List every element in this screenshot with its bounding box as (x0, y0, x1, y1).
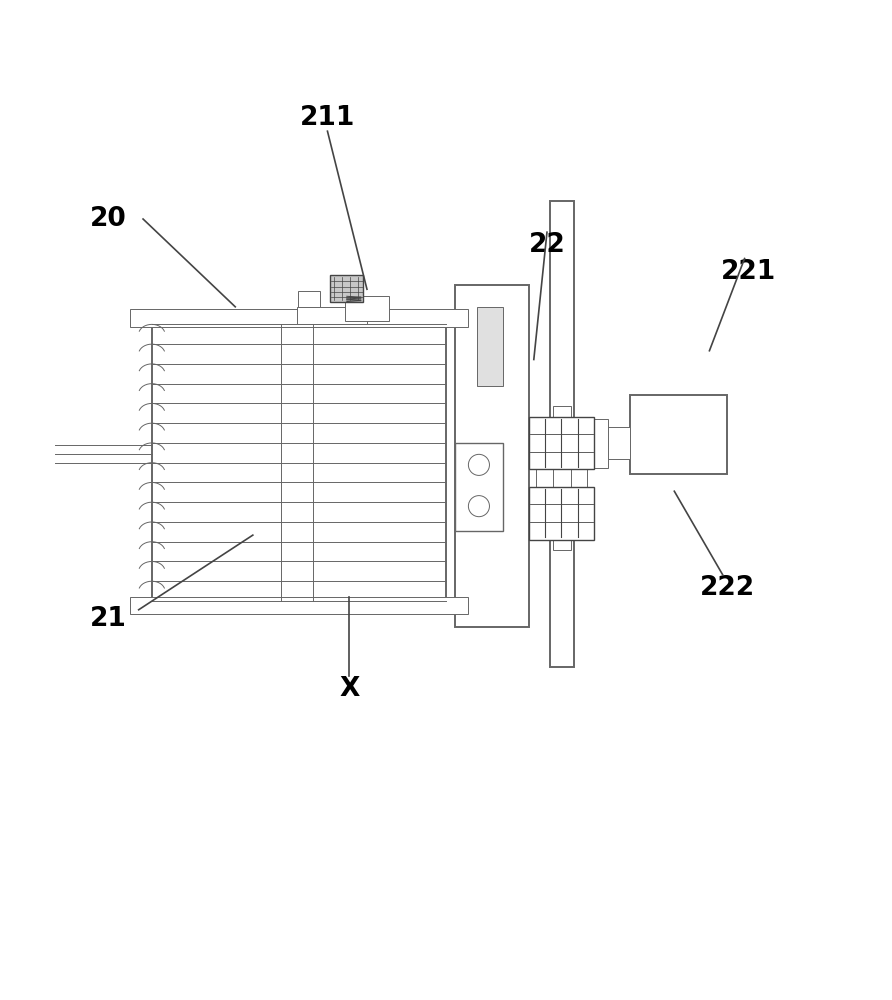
Bar (130, 309, 468, 327)
Bar (330, 275, 363, 302)
Text: X: X (339, 676, 359, 702)
Bar (455, 443, 503, 531)
Bar (529, 487, 594, 540)
Bar (130, 597, 468, 614)
Bar (476, 307, 503, 386)
Text: 221: 221 (722, 259, 777, 285)
Bar (529, 417, 594, 469)
Bar (553, 406, 571, 550)
Bar (297, 307, 367, 324)
Bar (631, 395, 727, 474)
Bar (549, 201, 574, 667)
Text: 22: 22 (529, 232, 566, 258)
Bar (590, 419, 607, 468)
Bar (535, 469, 587, 487)
Bar (152, 324, 446, 601)
Text: 21: 21 (89, 606, 127, 632)
Text: 211: 211 (300, 105, 355, 131)
Bar (594, 427, 631, 459)
Bar (345, 296, 389, 321)
Text: 222: 222 (699, 575, 755, 601)
Bar (455, 285, 530, 627)
Text: 20: 20 (89, 206, 127, 232)
Bar (299, 291, 320, 307)
